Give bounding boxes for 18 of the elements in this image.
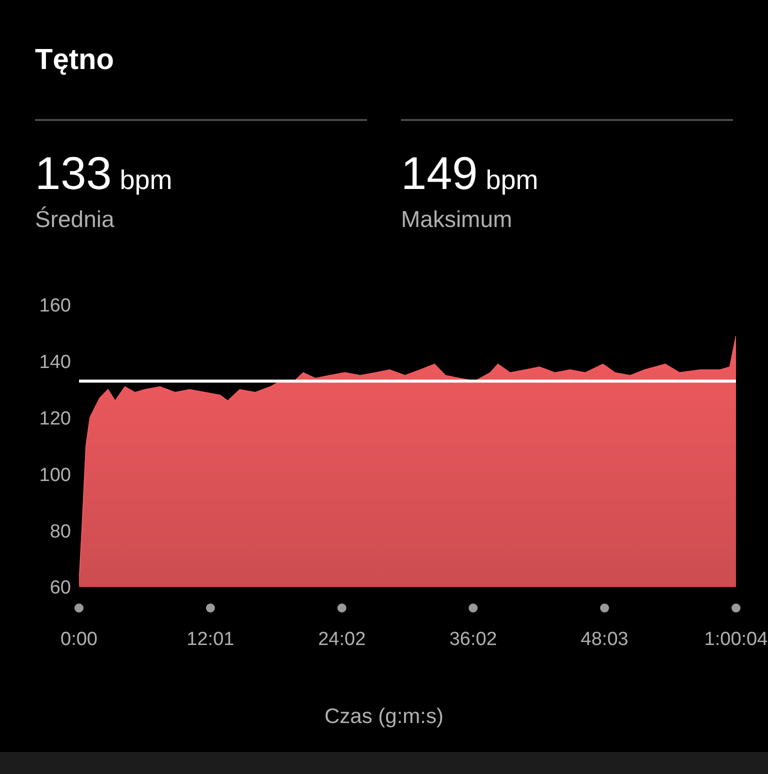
y-tick-label: 120 [39,408,71,430]
x-tick-label: 36:02 [449,629,497,650]
chart-title: Tętno [35,44,114,77]
y-tick-label: 140 [39,352,71,374]
x-tick-label: 12:01 [186,629,234,650]
y-tick-label: 80 [50,521,71,542]
text: Maksimum [401,206,514,233]
y-tick-label: 60 [50,578,71,599]
x-tick-label: 1:00:04 [704,629,768,650]
x-tick-label: 48:03 [580,629,628,650]
y-tick-label: 100 [39,464,71,486]
x-tick-label: 0:00 [60,629,98,650]
text: 149 bpm [401,147,538,199]
text: Średnia [35,206,116,233]
y-tick-label: 160 [39,296,71,317]
text: 133 bpm [35,147,172,199]
x-axis-title: Czas (g:m:s) [323,705,444,729]
x-tick-label: 24:02 [318,629,366,650]
